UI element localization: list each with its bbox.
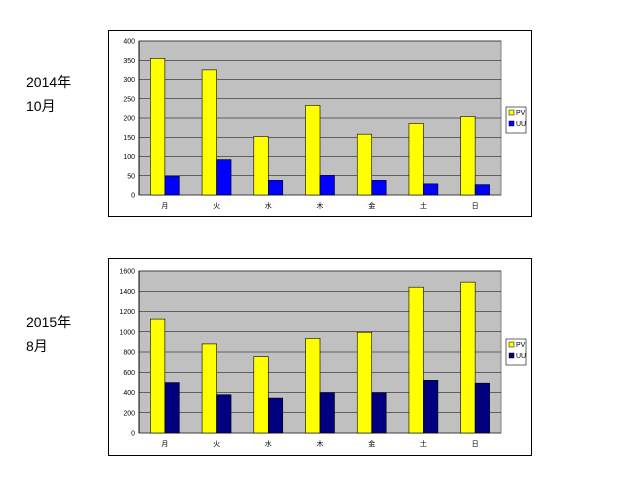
legend-label-uu: UU: [516, 121, 526, 128]
bar-uu-2: [267, 180, 284, 196]
bar-pv-4: [356, 331, 373, 434]
x-category-label: 火: [213, 202, 220, 210]
bar-pv-2: [253, 356, 269, 434]
legend-label-uu: UU: [516, 353, 526, 360]
bar-uu-4: [371, 180, 387, 196]
y-tick-label: 200: [123, 410, 135, 417]
legend-swatch-uu: [508, 352, 515, 359]
bar-uu-1: [216, 394, 232, 434]
bar-pv-0: [150, 318, 166, 434]
y-tick-label: 50: [127, 173, 135, 180]
y-tick-label: 1400: [119, 289, 135, 296]
y-tick-label: 0: [131, 431, 135, 438]
x-category-label: 月: [161, 202, 168, 210]
bar-uu-5: [423, 183, 439, 196]
period-year: 2015年: [26, 314, 72, 330]
period-label-2: 2015年 8月: [26, 310, 71, 358]
x-category-label: 水: [265, 439, 272, 448]
chart-1: 0 50 100 150 200 250 300 350 400 月 火 水 木 金 土 日 PV UU: [108, 30, 532, 217]
chart-1-svg: 0 50 100 150 200 250 300 350 400 月 火 水 木 金 土 日 PV UU: [123, 39, 527, 210]
x-category-label: 木: [317, 201, 324, 210]
x-category-label: 日: [472, 440, 479, 448]
bar-uu-6: [474, 382, 490, 434]
legend-label-pv: PV: [516, 110, 526, 117]
y-tick-label: 1600: [119, 269, 135, 276]
bar-pv-3: [305, 338, 321, 434]
y-tick-label: 1000: [119, 329, 135, 336]
x-category-label: 火: [213, 440, 220, 448]
y-tick-label: 150: [123, 135, 135, 142]
period-month: 10月: [26, 98, 56, 114]
y-tick-label: 600: [123, 370, 135, 377]
bar-uu-6: [474, 184, 490, 196]
legend: PV UU: [505, 338, 527, 366]
bar-pv-1: [201, 343, 217, 434]
legend-label-pv: PV: [516, 342, 526, 349]
y-tick-label: 400: [123, 390, 135, 397]
bar-uu-2: [267, 397, 284, 434]
legend-swatch-uu: [508, 120, 515, 127]
bar-uu-3: [319, 392, 335, 434]
y-tick-label: 1200: [119, 309, 135, 316]
x-category-label: 木: [317, 439, 324, 448]
bar-pv-5: [408, 123, 424, 196]
x-category-label: 金: [368, 201, 375, 210]
y-tick-label: 300: [123, 77, 135, 84]
bar-pv-5: [408, 286, 424, 434]
y-tick-label: 800: [123, 350, 135, 357]
y-tick-label: 200: [123, 116, 135, 123]
bar-pv-4: [356, 133, 373, 196]
bar-pv-0: [150, 58, 166, 196]
legend: PV UU: [505, 106, 527, 134]
period-year: 2014年: [26, 74, 72, 90]
chart-2-svg: 0 200 400 600 800 1000 1200 1400 1600 月 火 水 木 金 土 日 PV UU: [119, 269, 527, 448]
x-category-label: 水: [265, 201, 272, 210]
x-category-label: 日: [472, 202, 479, 210]
bar-pv-2: [253, 136, 269, 196]
y-tick-label: 100: [123, 154, 135, 161]
chart-2: 0 200 400 600 800 1000 1200 1400 1600 月 火 水 木 金 土 日 PV UU: [108, 258, 532, 456]
bar-uu-0: [164, 175, 180, 196]
x-category-label: 月: [161, 440, 168, 448]
bar-pv-1: [201, 69, 217, 196]
legend-swatch-pv: [508, 341, 515, 348]
x-category-label: 土: [420, 439, 427, 448]
y-tick-label: 0: [131, 193, 135, 200]
period-label-1: 2014年 10月: [26, 70, 71, 118]
bar-uu-1: [216, 159, 232, 196]
legend-swatch-pv: [508, 109, 515, 116]
bar-uu-5: [423, 380, 439, 434]
bar-uu-4: [371, 392, 387, 434]
y-tick-label: 400: [123, 39, 135, 46]
bar-pv-6: [460, 281, 476, 434]
x-category-label: 金: [368, 439, 375, 448]
bar-pv-6: [460, 116, 476, 196]
bar-uu-3: [319, 175, 335, 196]
period-month: 8月: [26, 338, 48, 354]
y-tick-label: 350: [123, 58, 135, 65]
bar-uu-0: [164, 382, 180, 434]
x-category-label: 土: [420, 201, 427, 210]
y-tick-label: 250: [123, 96, 135, 103]
bar-pv-3: [305, 104, 321, 196]
